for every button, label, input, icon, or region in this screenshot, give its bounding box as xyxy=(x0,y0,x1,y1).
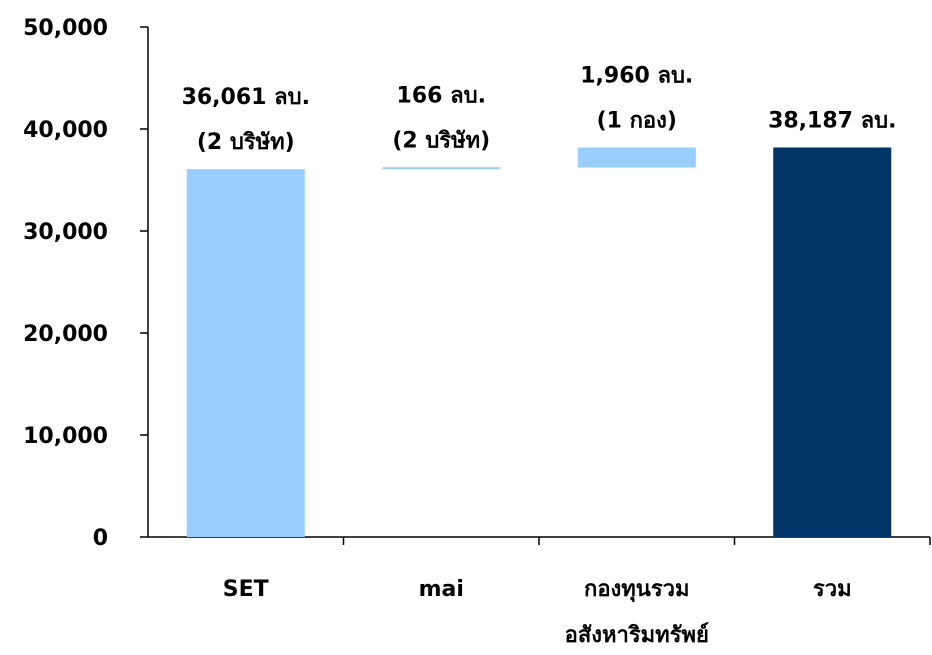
bars xyxy=(186,147,892,537)
data-label: (2 บริษัท) xyxy=(197,130,295,155)
bar xyxy=(186,169,305,537)
x-tick-label: อสังหาริมทรัพย์ xyxy=(565,622,709,648)
x-tick-label: mai xyxy=(419,577,464,602)
x-tick-label: รวม xyxy=(813,577,852,602)
y-tick-label: 40,000 xyxy=(23,118,108,143)
data-label: (2 บริษัท) xyxy=(392,128,490,153)
y-tick-label: 20,000 xyxy=(23,322,108,347)
bar xyxy=(773,147,892,537)
data-labels: 36,061 ลบ. (2 บริษัท) 166 ลบ. (2 บริษัท) 1,9… xyxy=(182,63,897,155)
data-label: 166 ลบ. xyxy=(397,83,486,108)
y-tick-label: 0 xyxy=(93,526,108,551)
data-label: 1,960 ลบ. xyxy=(580,63,693,88)
x-tick-label: กองทุนรวม xyxy=(584,577,690,603)
y-axis: 0 10,000 20,000 30,000 40,000 50,000 xyxy=(23,16,149,551)
y-tick-label: 50,000 xyxy=(23,16,108,41)
data-label: 38,187 ลบ. xyxy=(768,108,896,133)
y-tick-label: 30,000 xyxy=(23,220,108,245)
y-tick-label: 10,000 xyxy=(23,424,108,449)
data-label: 36,061 ลบ. xyxy=(182,85,310,110)
bar xyxy=(577,147,696,168)
data-label: (1 กอง) xyxy=(597,108,677,133)
x-tick-label: SET xyxy=(223,577,269,602)
bar xyxy=(382,167,501,170)
